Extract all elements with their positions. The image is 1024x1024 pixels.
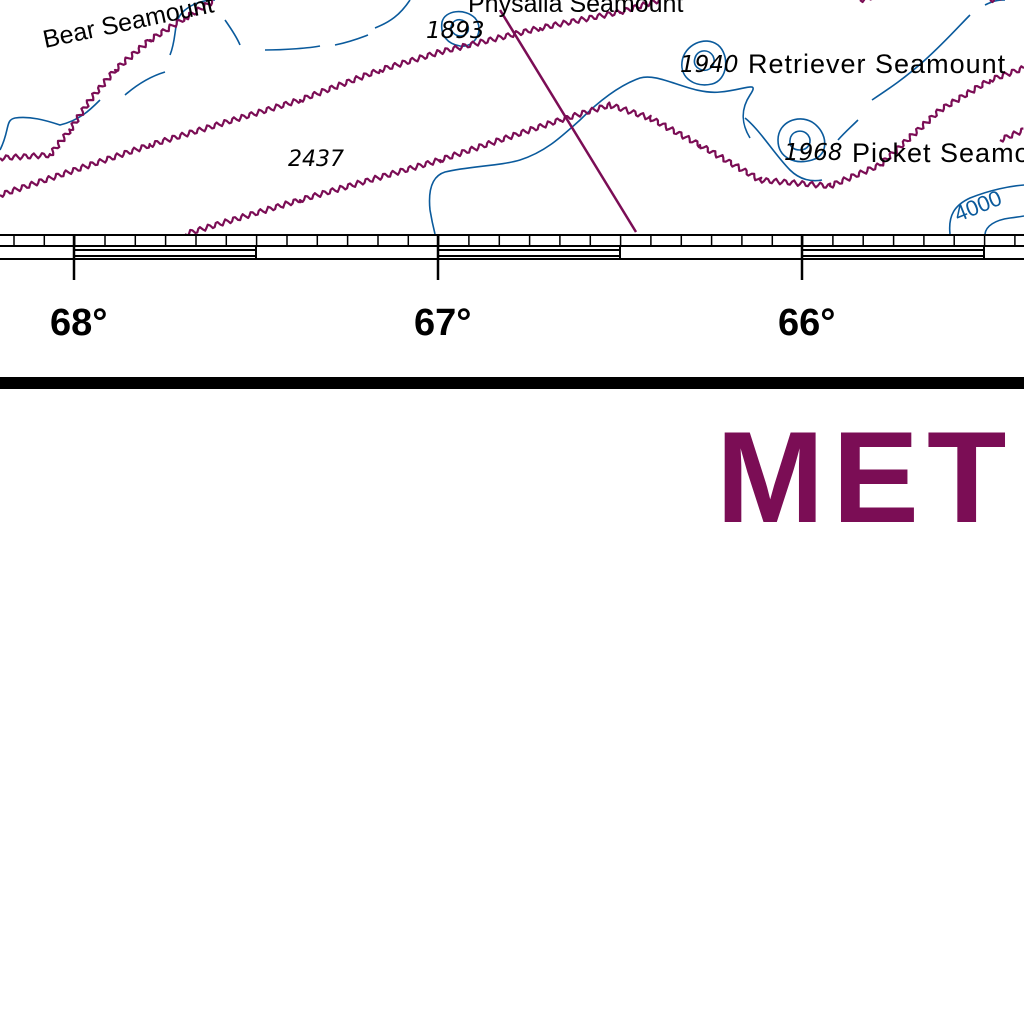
contour-line <box>124 71 166 96</box>
contour-line <box>374 0 411 29</box>
depth-contours <box>0 0 1024 235</box>
seamount-contour-physalia-inner <box>450 18 470 37</box>
straight-boundary-line <box>498 9 638 233</box>
contour-line <box>837 119 859 141</box>
boundary-line <box>989 0 1003 4</box>
contour-line <box>984 0 1006 6</box>
sounding-1893: 1893 <box>426 18 485 44</box>
seamount-contour-physalia <box>440 10 480 47</box>
contour-line <box>334 34 369 46</box>
longitude-label-68: 68° <box>50 302 107 344</box>
seamount-contour-picket-inner <box>789 130 811 151</box>
boundary-line <box>184 65 1024 237</box>
scale-bar-segment <box>801 249 985 257</box>
label-retriever-seamount: Retriever Seamount <box>748 49 1006 79</box>
boundary-line <box>0 0 661 198</box>
contour-line <box>169 0 216 56</box>
boundary-line <box>999 127 1024 143</box>
contour-line <box>744 117 823 182</box>
label-picket-seamount: Picket Seamount <box>852 138 1024 168</box>
longitude-label-66: 66° <box>778 302 835 344</box>
seamount-contour-retriever-inner <box>693 50 715 72</box>
chart-title-fragment: MET <box>716 404 1014 550</box>
scale-bar-segment <box>437 249 621 257</box>
contour-line <box>224 19 241 46</box>
longitude-label-67: 67° <box>414 302 471 344</box>
boundary-line <box>859 0 873 4</box>
contour-4000-inner <box>984 215 1024 235</box>
graduated-border <box>0 234 1024 280</box>
contour-line <box>871 14 971 101</box>
contour-line <box>428 76 754 211</box>
contour-line <box>429 209 436 235</box>
boundary-line <box>0 0 214 162</box>
scale-bar-segment <box>73 249 257 257</box>
label-bear-seamount: Bear Seamount <box>40 0 216 54</box>
contour-line <box>264 45 321 51</box>
separator-rule <box>0 377 1024 389</box>
contour-4000 <box>948 184 1024 235</box>
boundary-lines <box>0 0 1024 237</box>
sounding-2437: 2437 <box>288 147 344 172</box>
minute-ticks <box>13 235 1016 246</box>
seamount-contour-picket <box>777 118 826 163</box>
seamount-contour-retriever <box>681 40 727 86</box>
label-physalia-seamount: Physalia Seamount <box>468 0 683 18</box>
sounding-1968: 1968 <box>784 140 843 166</box>
sounding-1940: 1940 <box>680 52 739 78</box>
